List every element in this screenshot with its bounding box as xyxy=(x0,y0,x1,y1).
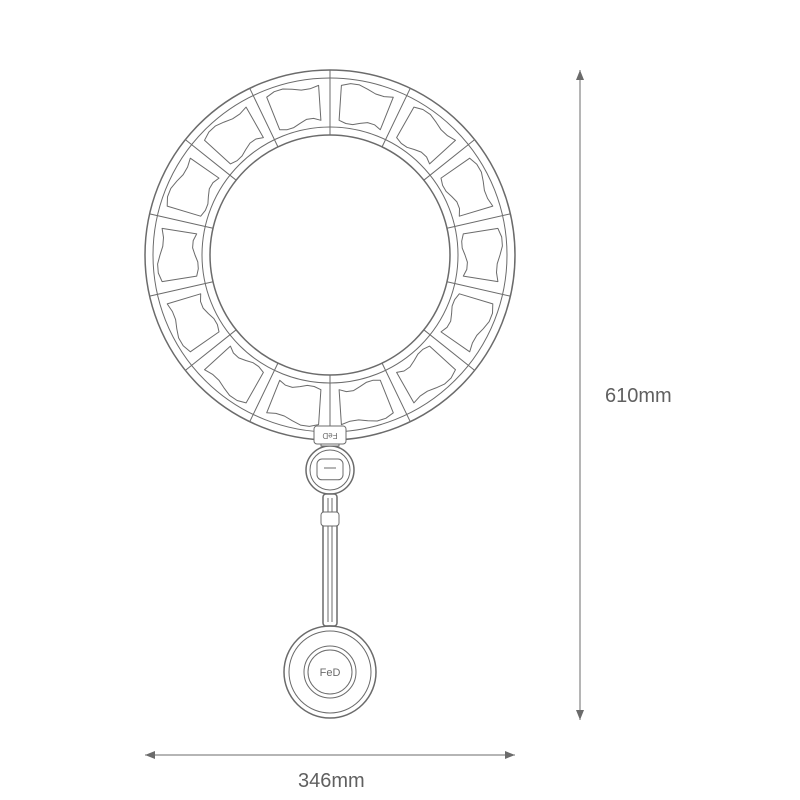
width-dimension-label: 346mm xyxy=(298,770,365,793)
diagram-canvas: FeD FeD 610mm 346mm xyxy=(0,0,800,800)
line-drawing-svg: FeD FeD xyxy=(0,0,800,800)
height-dimension-label: 610mm xyxy=(605,385,672,408)
svg-text:FeD: FeD xyxy=(320,667,341,679)
svg-text:FeD: FeD xyxy=(322,431,337,440)
